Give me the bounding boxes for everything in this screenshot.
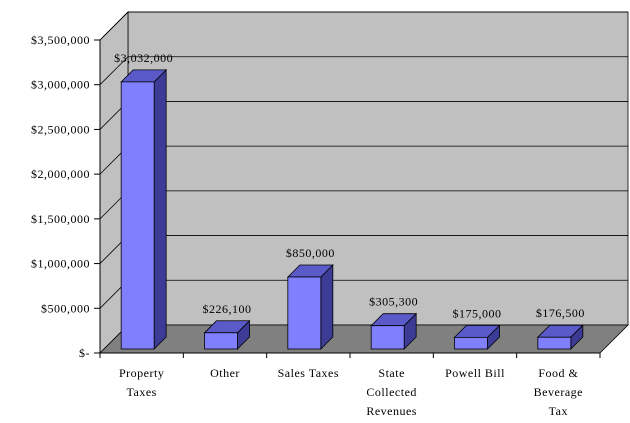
category-label-line: State bbox=[378, 366, 405, 380]
data-label: $176,500 bbox=[536, 306, 585, 320]
data-labels: $3,032,000 $226,100 $850,000 $305,300 $175,0… bbox=[114, 51, 585, 320]
bar-front-face bbox=[370, 325, 405, 350]
bar bbox=[203, 319, 251, 350]
category-label-line: Tax bbox=[549, 404, 568, 418]
category-label: State Collected Revenues bbox=[366, 366, 417, 418]
axes bbox=[94, 39, 601, 358]
category-label-line: Collected bbox=[366, 385, 416, 399]
category-label-line: Revenues bbox=[366, 404, 417, 418]
bar bbox=[536, 324, 584, 350]
data-label: $175,000 bbox=[453, 306, 502, 320]
bar-side-face bbox=[320, 264, 334, 350]
category-label-line: Taxes bbox=[127, 385, 157, 399]
y-tick-label: $- bbox=[79, 346, 90, 360]
bar-front-face bbox=[120, 81, 155, 350]
bar-front-face bbox=[537, 336, 572, 350]
bar-front-face bbox=[204, 332, 238, 350]
bar bbox=[453, 324, 501, 350]
back-wall bbox=[127, 11, 629, 326]
data-label: $305,300 bbox=[369, 295, 418, 309]
y-tick-label: $3,000,000 bbox=[31, 78, 90, 92]
bar-side-face bbox=[153, 68, 167, 350]
x-axis-category-labels: Property Taxes Other Sales Taxes State Collec… bbox=[119, 366, 583, 418]
category-label-line: Powell Bill bbox=[445, 366, 505, 380]
y-tick-label: $500,000 bbox=[41, 301, 90, 315]
category-label: Food & Beverage Tax bbox=[534, 366, 583, 418]
category-label-line: Food & bbox=[538, 366, 578, 380]
y-tick-label: $2,000,000 bbox=[31, 167, 90, 181]
y-tick-label: $2,500,000 bbox=[31, 122, 90, 136]
bar bbox=[120, 68, 168, 350]
bars bbox=[120, 68, 584, 350]
y-tick-label: $1,500,000 bbox=[31, 212, 90, 226]
gridline bbox=[99, 56, 628, 85]
y-axis-tick-labels: $- $500,000 $1,000,000 $1,500,000 $2,000,000… bbox=[31, 33, 90, 360]
y-tick-label: $3,500,000 bbox=[31, 33, 90, 47]
bar bbox=[370, 312, 418, 350]
category-label-line: Other bbox=[210, 366, 240, 380]
category-label: Sales Taxes bbox=[278, 366, 339, 380]
category-label-line: Property bbox=[119, 366, 164, 380]
bar-front-face bbox=[287, 276, 322, 350]
chart-walls bbox=[99, 11, 629, 354]
bar bbox=[286, 264, 334, 350]
data-label: $3,032,000 bbox=[114, 51, 173, 65]
category-label: Property Taxes bbox=[119, 366, 164, 399]
category-label-line: Beverage bbox=[534, 385, 583, 399]
gridline bbox=[99, 11, 628, 41]
category-label: Other bbox=[210, 366, 240, 380]
data-label: $226,100 bbox=[203, 302, 252, 316]
y-tick-label: $1,000,000 bbox=[31, 257, 90, 271]
category-label: Powell Bill bbox=[445, 366, 505, 380]
bar-front-face bbox=[454, 336, 488, 350]
category-label-line: Sales Taxes bbox=[278, 366, 339, 380]
data-label: $850,000 bbox=[286, 246, 335, 260]
